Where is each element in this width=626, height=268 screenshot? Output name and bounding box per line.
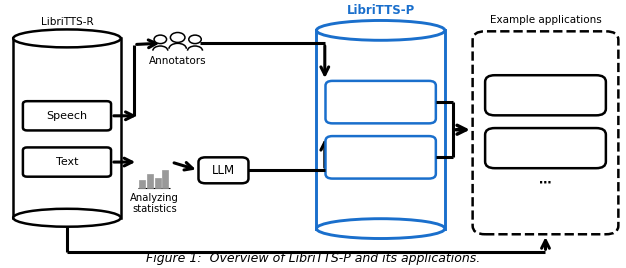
FancyBboxPatch shape [485,128,606,168]
Bar [155,178,161,188]
FancyBboxPatch shape [326,81,436,123]
Text: Figure 1:  Overview of LibriTTS-P and its applications.: Figure 1: Overview of LibriTTS-P and its… [146,252,480,265]
Text: Style
Captioning: Style Captioning [516,137,575,159]
Text: Analyzing
statistics: Analyzing statistics [130,193,179,214]
Ellipse shape [317,20,445,40]
Ellipse shape [13,209,121,227]
Bar [162,170,168,188]
Ellipse shape [317,219,445,239]
Circle shape [154,35,167,44]
Text: Speech: Speech [46,111,88,121]
FancyBboxPatch shape [198,157,249,183]
Circle shape [189,35,202,44]
Text: Style
Prompt: Style Prompt [361,147,401,168]
Ellipse shape [13,29,121,47]
Polygon shape [13,38,121,218]
FancyBboxPatch shape [485,75,606,115]
Bar [147,174,153,188]
Polygon shape [317,30,445,229]
FancyBboxPatch shape [23,101,111,131]
Text: Example applications: Example applications [490,15,602,25]
Bar [140,180,145,188]
Text: Speaker
Prompt: Speaker Prompt [358,91,403,113]
Text: Text: Text [56,157,78,167]
Text: LLM: LLM [212,164,235,177]
FancyBboxPatch shape [326,136,436,178]
FancyBboxPatch shape [473,31,618,234]
Text: LibriTTS-R: LibriTTS-R [41,17,93,27]
Circle shape [170,32,185,42]
Text: Annotators: Annotators [149,56,207,66]
Text: LibriTTS-P: LibriTTS-P [347,4,415,17]
Text: Prompt-Based
TTS: Prompt-Based TTS [507,84,583,106]
Text: ⋯: ⋯ [539,177,552,190]
FancyBboxPatch shape [23,147,111,177]
